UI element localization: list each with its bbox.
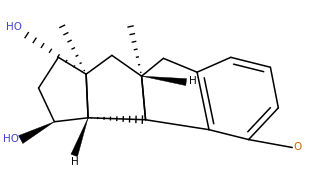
Text: H: H [189, 76, 197, 86]
Text: HO: HO [6, 22, 22, 32]
Polygon shape [71, 118, 88, 157]
Text: H: H [71, 157, 79, 167]
Text: O: O [293, 142, 301, 152]
Polygon shape [142, 76, 187, 85]
Text: HO: HO [3, 134, 19, 144]
Polygon shape [19, 122, 54, 143]
